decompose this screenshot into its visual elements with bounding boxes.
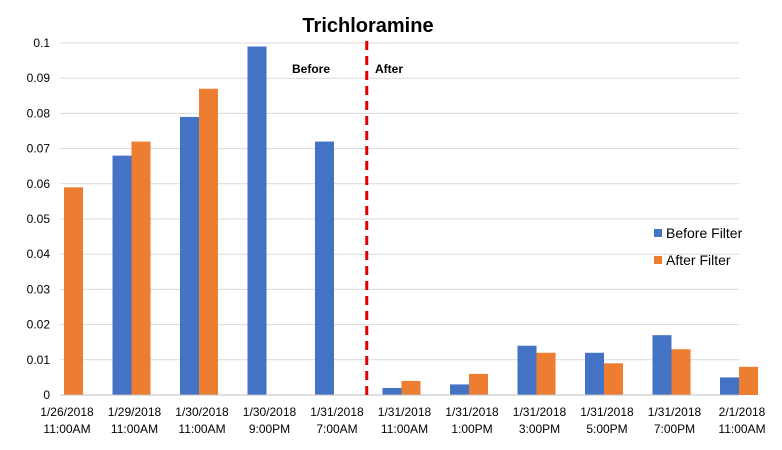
bar-after-filter	[671, 349, 691, 395]
bar-after-filter	[131, 141, 151, 395]
bar-before-filter	[585, 352, 604, 395]
bar-after-filter	[64, 187, 83, 395]
bar-after-filter	[604, 363, 623, 395]
bar-before-filter	[517, 345, 537, 395]
y-tick-label: 0.03	[27, 282, 51, 296]
y-tick-label: 0.05	[27, 212, 51, 226]
bar-after-filter	[739, 366, 758, 395]
gridlines	[60, 42, 739, 361]
y-tick-label: 0.02	[27, 318, 51, 332]
y-tick-label: 0.06	[27, 177, 51, 191]
x-tick-label: 1/31/2018 7:00AM	[310, 405, 364, 436]
y-tick-label: 0	[43, 388, 50, 402]
legend-label-after-filter: After Filter	[666, 252, 731, 268]
before-annotation: Before	[292, 62, 330, 76]
x-tick-label: 1/31/2018 11:00AM	[378, 405, 432, 436]
bar-after-filter	[199, 88, 218, 395]
x-tick-label: 1/30/2018 11:00AM	[175, 405, 229, 436]
x-tick-label: 1/31/2018 3:00PM	[513, 405, 567, 436]
x-tick-label: 1/31/2018 1:00PM	[445, 405, 499, 436]
y-tick-label: 0.07	[27, 142, 51, 156]
legend-label-before-filter: Before Filter	[666, 225, 743, 241]
bars	[64, 46, 758, 396]
bar-before-filter	[450, 384, 469, 395]
y-axis-ticks: 0 0.01 0.02 0.03 0.04 0.05 0.06 0.07 0.08 0.09 0.1	[27, 36, 51, 402]
bar-before-filter	[112, 155, 132, 395]
y-tick-label: 0.04	[27, 247, 51, 261]
bar-after-filter	[469, 373, 488, 395]
y-tick-label: 0.08	[27, 106, 51, 120]
y-tick-label: 0.09	[27, 71, 51, 85]
legend-swatch-before-filter	[654, 229, 662, 237]
x-tick-label: 1/31/2018 7:00PM	[648, 405, 702, 436]
bar-after-filter	[536, 352, 556, 395]
bar-before-filter	[720, 377, 739, 395]
y-tick-label: 0.1	[33, 36, 50, 50]
x-tick-label: 1/26/2018 11:00AM	[40, 405, 94, 436]
x-tick-label: 1/31/2018 5:00PM	[580, 405, 634, 436]
legend: Before Filter After Filter	[654, 225, 743, 268]
bar-before-filter	[382, 387, 402, 395]
after-annotation: After	[375, 62, 403, 76]
chart-title: Trichloramine	[302, 15, 433, 37]
bar-before-filter	[180, 116, 199, 396]
bar-before-filter	[247, 46, 267, 396]
x-tick-label: 1/30/2018 9:00PM	[243, 405, 297, 436]
legend-swatch-after-filter	[654, 256, 662, 264]
y-tick-label: 0.01	[27, 353, 51, 367]
bar-before-filter	[315, 141, 334, 395]
bar-after-filter	[401, 380, 421, 395]
x-axis-ticks: 1/26/2018 11:00AM 1/29/2018 11:00AM 1/30/201…	[40, 405, 765, 436]
x-tick-label: 2/1/2018 11:00AM	[718, 405, 765, 436]
x-tick-label: 1/29/2018 11:00AM	[108, 405, 162, 436]
bar-before-filter	[652, 335, 672, 395]
